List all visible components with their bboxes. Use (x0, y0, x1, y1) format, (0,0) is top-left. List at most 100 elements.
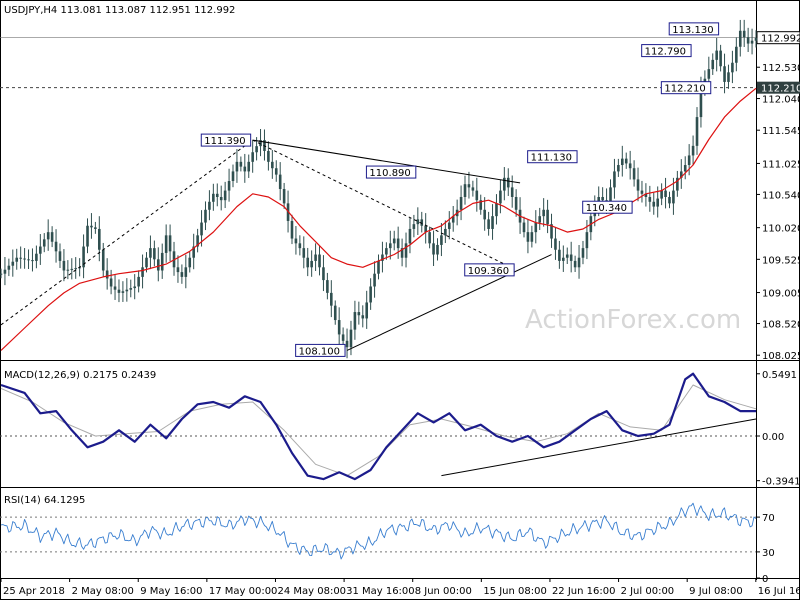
price-bar-body (495, 203, 498, 217)
price-bar-body (333, 305, 337, 321)
price-bar-body (330, 292, 333, 306)
rsi-y-tick-label: 0 (762, 574, 768, 585)
price-bar-body (35, 253, 38, 261)
price-bar-body (125, 289, 129, 292)
rsi-label: RSI(14) 64.1295 (4, 495, 85, 506)
price-bar-body (274, 168, 278, 175)
price-bar-body (550, 224, 553, 239)
price-bar-body (247, 161, 251, 172)
price-bar-body (742, 30, 746, 38)
price-label-text: 110.890 (369, 168, 410, 179)
price-bar-body (652, 201, 656, 207)
price-y-tick-label: 112.530 (762, 63, 800, 74)
price-bar-body (558, 249, 561, 261)
price-bar-body (121, 291, 125, 293)
macd-main-line (0, 372, 756, 481)
macd-panel (0, 372, 757, 481)
price-bar-body (251, 152, 254, 162)
macd-signal-line (0, 384, 757, 477)
watermark: ActionForex.com (525, 305, 741, 335)
price-bar-body (322, 267, 325, 281)
price-y-tick-label: 108.025 (762, 351, 800, 362)
price-bar-body (204, 209, 207, 223)
price-bar-body (577, 257, 581, 268)
price-bar-body (522, 222, 526, 233)
price-bar-body (707, 69, 711, 79)
price-bar-body (491, 216, 494, 229)
price-label-text: 112.790 (645, 47, 686, 58)
moving-average (0, 87, 757, 351)
price-bar-body (78, 267, 81, 269)
price-label-text: 109.360 (468, 266, 509, 277)
price-bar-body (271, 161, 274, 169)
price-bar-body (345, 340, 349, 348)
price-bar-body (188, 257, 192, 268)
price-bar-body (715, 50, 718, 60)
price-bar-body (656, 198, 659, 207)
price-bar-body (294, 238, 298, 244)
price-bar-body (74, 268, 78, 270)
price-bar-body (444, 228, 447, 236)
price-bar-body (640, 190, 644, 194)
price-bar-body (609, 187, 612, 204)
price-bar-body (628, 163, 632, 169)
price-bar-body (396, 238, 400, 249)
price-bar-body (361, 315, 365, 319)
symbol-header: USDJPY,H4 113.081 113.087 112.951 112.99… (4, 5, 235, 16)
price-bar-body (506, 177, 510, 188)
price-label-text: 108.100 (299, 346, 340, 357)
price-bar-body (243, 166, 247, 172)
trendline (0, 139, 253, 326)
price-bar-body (180, 272, 184, 277)
price-bar-body (156, 259, 160, 271)
price-bar-body (282, 189, 286, 204)
price-label-box (295, 343, 346, 357)
price-bar-body (565, 254, 569, 258)
price-bar-body (585, 232, 589, 249)
price-bar-body (11, 261, 15, 266)
price-bar-body (27, 259, 30, 261)
price-bar-body (50, 232, 54, 242)
rsi-y-tick-label: 70 (762, 513, 775, 524)
price-bar-body (735, 46, 738, 63)
price-bar-body (255, 146, 258, 153)
price-bar-body (687, 155, 691, 166)
price-bar-body (101, 249, 105, 271)
price-bar-body (624, 158, 628, 164)
price-bar-body (31, 260, 34, 262)
macd-y-tick-label: 0.00 (762, 432, 784, 443)
price-bar-body (54, 241, 58, 252)
price-bar-body (542, 209, 545, 217)
price-bar-body (278, 174, 282, 189)
price-bar-body (691, 145, 695, 156)
price-bar-body (672, 190, 675, 204)
price-label-text: 110.340 (586, 203, 627, 214)
price-bar-body (168, 235, 172, 252)
price-bar-body (554, 238, 557, 250)
price-bar-body (62, 260, 66, 271)
price-bar-body (503, 177, 506, 191)
price-bar-body (192, 246, 195, 258)
rsi-line (0, 502, 757, 560)
price-bar-body (235, 161, 239, 172)
x-tick-label: 9 Jul 08:00 (689, 586, 743, 597)
price-bar-body (227, 181, 231, 191)
price-bar-body (514, 196, 518, 210)
trendline (252, 139, 521, 184)
x-tick-label: 8 Jun 00:00 (415, 586, 472, 597)
price-bar-body (424, 225, 427, 233)
price-bar-body (451, 216, 455, 223)
price-bar-body (314, 254, 317, 261)
x-tick-label: 24 May 08:00 (277, 586, 346, 597)
x-tick-label: 17 May 00:00 (209, 586, 278, 597)
price-bar-body (215, 193, 219, 197)
current-price-label: 112.992 (761, 34, 800, 45)
price-y-tick-label: 111.025 (762, 159, 800, 170)
trendline (346, 254, 552, 351)
price-bar-body (727, 72, 730, 82)
price-bar-body (42, 239, 46, 247)
price-bar-body (487, 219, 490, 229)
x-tick-label: 15 Jun 08:00 (483, 586, 547, 597)
price-bar-body (530, 232, 534, 242)
price-bar-body (471, 187, 475, 191)
